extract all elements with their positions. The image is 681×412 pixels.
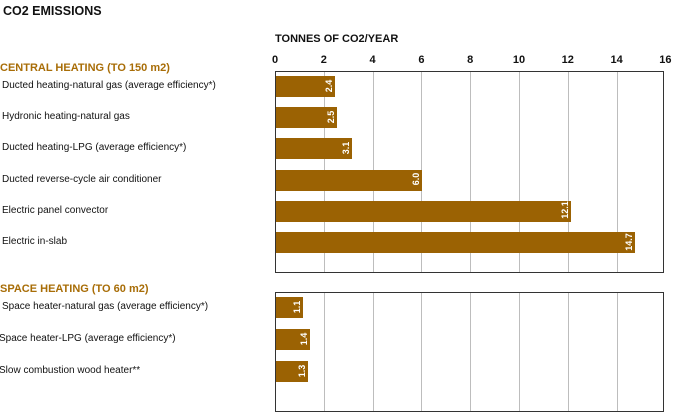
x-tick-label: 6 bbox=[418, 54, 425, 66]
bar-value-label: 12.1 bbox=[560, 201, 571, 220]
bar-value-label: 2.5 bbox=[326, 110, 336, 123]
category-label: Ducted heating-LPG (average efficiency*) bbox=[2, 142, 187, 154]
bar: 1.4 bbox=[276, 329, 311, 350]
gridline bbox=[616, 72, 618, 272]
space-heating-panel: 1.1 1.4 1.3 bbox=[275, 292, 664, 412]
gridline bbox=[470, 293, 472, 411]
bar: 14.7 bbox=[276, 232, 635, 253]
gridline bbox=[567, 293, 569, 411]
category-label: Ducted heating-natural gas (average effi… bbox=[2, 80, 216, 91]
bar: 12.1 bbox=[276, 200, 572, 222]
bar: 6.0 bbox=[276, 169, 423, 191]
x-tick-label: 4 bbox=[369, 54, 376, 66]
x-tick-label: 10 bbox=[512, 54, 526, 66]
x-tick-label: 14 bbox=[610, 54, 623, 66]
gridline bbox=[567, 72, 569, 272]
bar-value-label: 3.1 bbox=[340, 141, 351, 155]
bar-value-label: 1.3 bbox=[296, 364, 307, 377]
bar-value-label: 1.4 bbox=[299, 332, 310, 345]
gridline bbox=[519, 293, 520, 411]
bar-value-label: 2.4 bbox=[323, 79, 334, 92]
category-label: Electric panel convector bbox=[2, 204, 109, 216]
category-label: Electric in-slab bbox=[2, 236, 68, 247]
x-tick-label: 12 bbox=[561, 54, 574, 66]
x-tick-label: 0 bbox=[271, 54, 279, 66]
gridline bbox=[519, 72, 520, 272]
category-label: Ducted reverse-cycle air conditioner bbox=[2, 173, 162, 185]
gridline bbox=[616, 293, 618, 411]
bar-value-label: 14.7 bbox=[623, 232, 634, 251]
x-tick-label: 16 bbox=[659, 54, 672, 66]
category-label: Space heater-LPG (average efficiency*) bbox=[0, 333, 176, 344]
bar: 3.1 bbox=[276, 138, 352, 160]
central-heating-panel: 2.4 2.5 3.1 6.0 12.1 14.7 bbox=[275, 71, 664, 273]
x-axis-title: TONNES OF CO2/YEAR bbox=[275, 33, 399, 45]
bar-value-label: 1.1 bbox=[291, 300, 302, 313]
category-label: Slow combustion wood heater** bbox=[0, 365, 141, 376]
chart-title: CO2 EMISSIONS bbox=[3, 4, 102, 18]
bar-value-label: 6.0 bbox=[411, 172, 422, 186]
section-title-space-heating: SPACE HEATING (TO 60 m2) bbox=[0, 283, 149, 295]
x-tick-label: 8 bbox=[467, 54, 474, 66]
gridline bbox=[421, 293, 423, 411]
bar: 1.3 bbox=[276, 361, 308, 382]
section-title-central-heating: CENTRAL HEATING (TO 150 m2) bbox=[0, 62, 170, 74]
category-label: Space heater-natural gas (average effici… bbox=[2, 301, 209, 312]
bar: 2.5 bbox=[276, 107, 337, 129]
gridline bbox=[323, 293, 325, 411]
category-label: Hydronic heating-natural gas bbox=[2, 111, 130, 123]
bar: 1.1 bbox=[276, 297, 303, 318]
gridline bbox=[470, 72, 472, 272]
x-tick-label: 2 bbox=[320, 54, 327, 66]
bar: 2.4 bbox=[276, 76, 335, 97]
gridline bbox=[372, 293, 374, 411]
